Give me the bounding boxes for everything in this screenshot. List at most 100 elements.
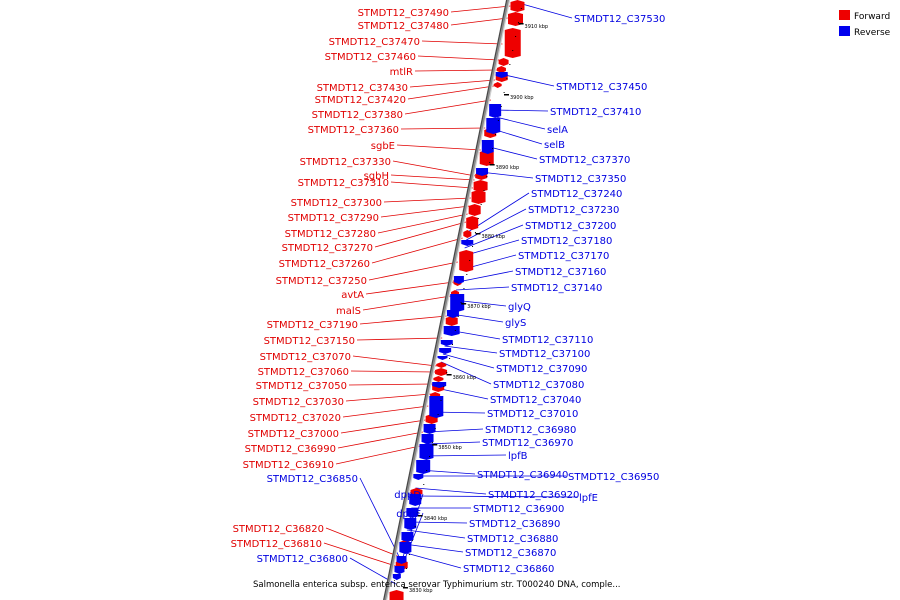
legend-reverse-swatch <box>839 26 850 36</box>
reverse-connector <box>422 454 507 457</box>
forward-connector <box>407 85 494 100</box>
minor-tick <box>446 372 448 373</box>
forward-gene-label: STMDT12_C37310 <box>298 178 389 189</box>
minor-tick <box>497 120 499 121</box>
reverse-gene-label: STMDT12_C37160 <box>515 267 606 278</box>
forward-connector <box>352 355 437 367</box>
reverse-connector <box>500 73 555 87</box>
reverse-connector <box>359 477 402 561</box>
forward-gene-4 <box>496 66 506 73</box>
minor-tick <box>411 540 413 541</box>
minor-tick <box>472 246 474 247</box>
reverse-gene-label: STMDT12_C37100 <box>499 349 590 360</box>
forward-gene-13 <box>466 216 479 230</box>
reverse-gene-6 <box>453 276 464 284</box>
scale-tick-label: 3900 kbp <box>510 95 534 101</box>
minor-tick <box>520 8 522 9</box>
reverse-gene-25 <box>396 556 407 564</box>
scale-tick <box>504 94 510 96</box>
reverse-gene-17 <box>419 444 434 460</box>
minor-tick <box>426 470 428 471</box>
forward-gene-label: STMDT12_C37060 <box>258 367 349 378</box>
forward-gene-label: sgbH <box>364 171 389 182</box>
forward-gene-label: STMDT12_C37300 <box>291 198 382 209</box>
forward-connector <box>404 99 492 115</box>
reverse-gene-label: STMDT12_C37370 <box>539 155 630 166</box>
reverse-gene-label: STMDT12_C37410 <box>550 107 641 118</box>
reverse-gene-label: STMDT12_C37040 <box>490 395 581 406</box>
scale-tick-label: 3890 kbp <box>496 165 520 171</box>
reverse-connector <box>442 353 495 369</box>
forward-gene-label: STMDT12_C36990 <box>245 444 336 455</box>
minor-tick <box>417 512 419 513</box>
forward-gene-10 <box>473 180 488 192</box>
reverse-connector <box>403 543 464 553</box>
reverse-gene-label: STMDT12_C36850 <box>267 474 358 485</box>
backbone-line <box>383 0 510 600</box>
forward-gene-0 <box>510 0 525 12</box>
minor-tick <box>408 554 410 555</box>
forward-gene-2 <box>504 28 521 58</box>
forward-connector <box>362 295 451 311</box>
minor-tick <box>443 386 445 387</box>
reverse-gene-label: glyS <box>505 318 526 329</box>
forward-gene-label: sgbE <box>371 141 395 152</box>
reverse-gene-22 <box>404 518 417 530</box>
forward-gene-label: STMDT12_C37260 <box>279 259 370 270</box>
minor-tick <box>512 50 514 51</box>
reverse-gene-label: STMDT12_C36900 <box>473 504 564 515</box>
forward-gene-label: STMDT12_C37190 <box>267 320 358 331</box>
forward-connector <box>340 419 426 434</box>
reverse-gene-18 <box>416 460 431 474</box>
reverse-gene-label: STMDT12_C37090 <box>496 364 587 375</box>
reverse-gene-label: lpfB <box>508 451 528 462</box>
forward-connector <box>450 17 508 26</box>
reverse-connector <box>492 109 549 112</box>
reverse-gene-label: lpfE <box>579 493 598 504</box>
reverse-connector <box>426 428 484 433</box>
scale-tick-label: 3870 kbp <box>467 304 491 310</box>
forward-gene-6 <box>493 82 502 88</box>
forward-connector <box>365 281 454 295</box>
reverse-gene-label: STMDT12_C36970 <box>482 438 573 449</box>
forward-gene-label: STMDT12_C37430 <box>317 83 408 94</box>
reverse-connector <box>408 521 468 524</box>
genome-backbone <box>383 0 511 600</box>
forward-gene-label: STMDT12_C37280 <box>285 229 376 240</box>
forward-connector <box>396 144 481 151</box>
minor-tick <box>460 302 462 303</box>
forward-gene-label: STMDT12_C37070 <box>260 352 351 363</box>
forward-gene-label: STMDT12_C37020 <box>250 413 341 424</box>
minor-tick <box>506 78 508 79</box>
forward-gene-1 <box>508 12 524 26</box>
reverse-connector <box>480 171 534 179</box>
reverse-gene-1 <box>489 104 502 118</box>
forward-connector <box>400 127 486 130</box>
forward-gene-label: STMDT12_C37470 <box>329 37 420 48</box>
reverse-gene-23 <box>401 532 414 542</box>
scale-tick-label: 3850 kbp <box>438 445 462 451</box>
reverse-gene-14 <box>429 396 444 418</box>
minor-tick <box>449 358 451 359</box>
figure-title: Salmonella enterica subsp. enterica sero… <box>253 580 621 590</box>
forward-connector <box>392 160 476 177</box>
minor-tick <box>483 190 485 191</box>
scale-tick-label: 3860 kbp <box>453 375 477 381</box>
forward-gene-3 <box>498 58 509 66</box>
forward-connector <box>417 55 500 61</box>
reverse-connector <box>514 1 573 19</box>
minor-tick <box>423 484 425 485</box>
forward-connector <box>368 261 458 281</box>
reverse-gene-13 <box>432 382 447 388</box>
forward-connector <box>323 542 396 567</box>
forward-connector <box>337 431 424 449</box>
reverse-gene-label: STMDT12_C36980 <box>485 425 576 436</box>
minor-tick <box>489 162 491 163</box>
forward-connector <box>345 393 431 402</box>
minor-tick <box>451 344 453 345</box>
forward-connector <box>390 181 473 189</box>
reverse-connector <box>457 270 514 283</box>
forward-gene-20 <box>435 368 448 376</box>
reverse-gene-label: STMDT12_C37110 <box>502 335 593 346</box>
reverse-gene-3 <box>481 140 494 154</box>
